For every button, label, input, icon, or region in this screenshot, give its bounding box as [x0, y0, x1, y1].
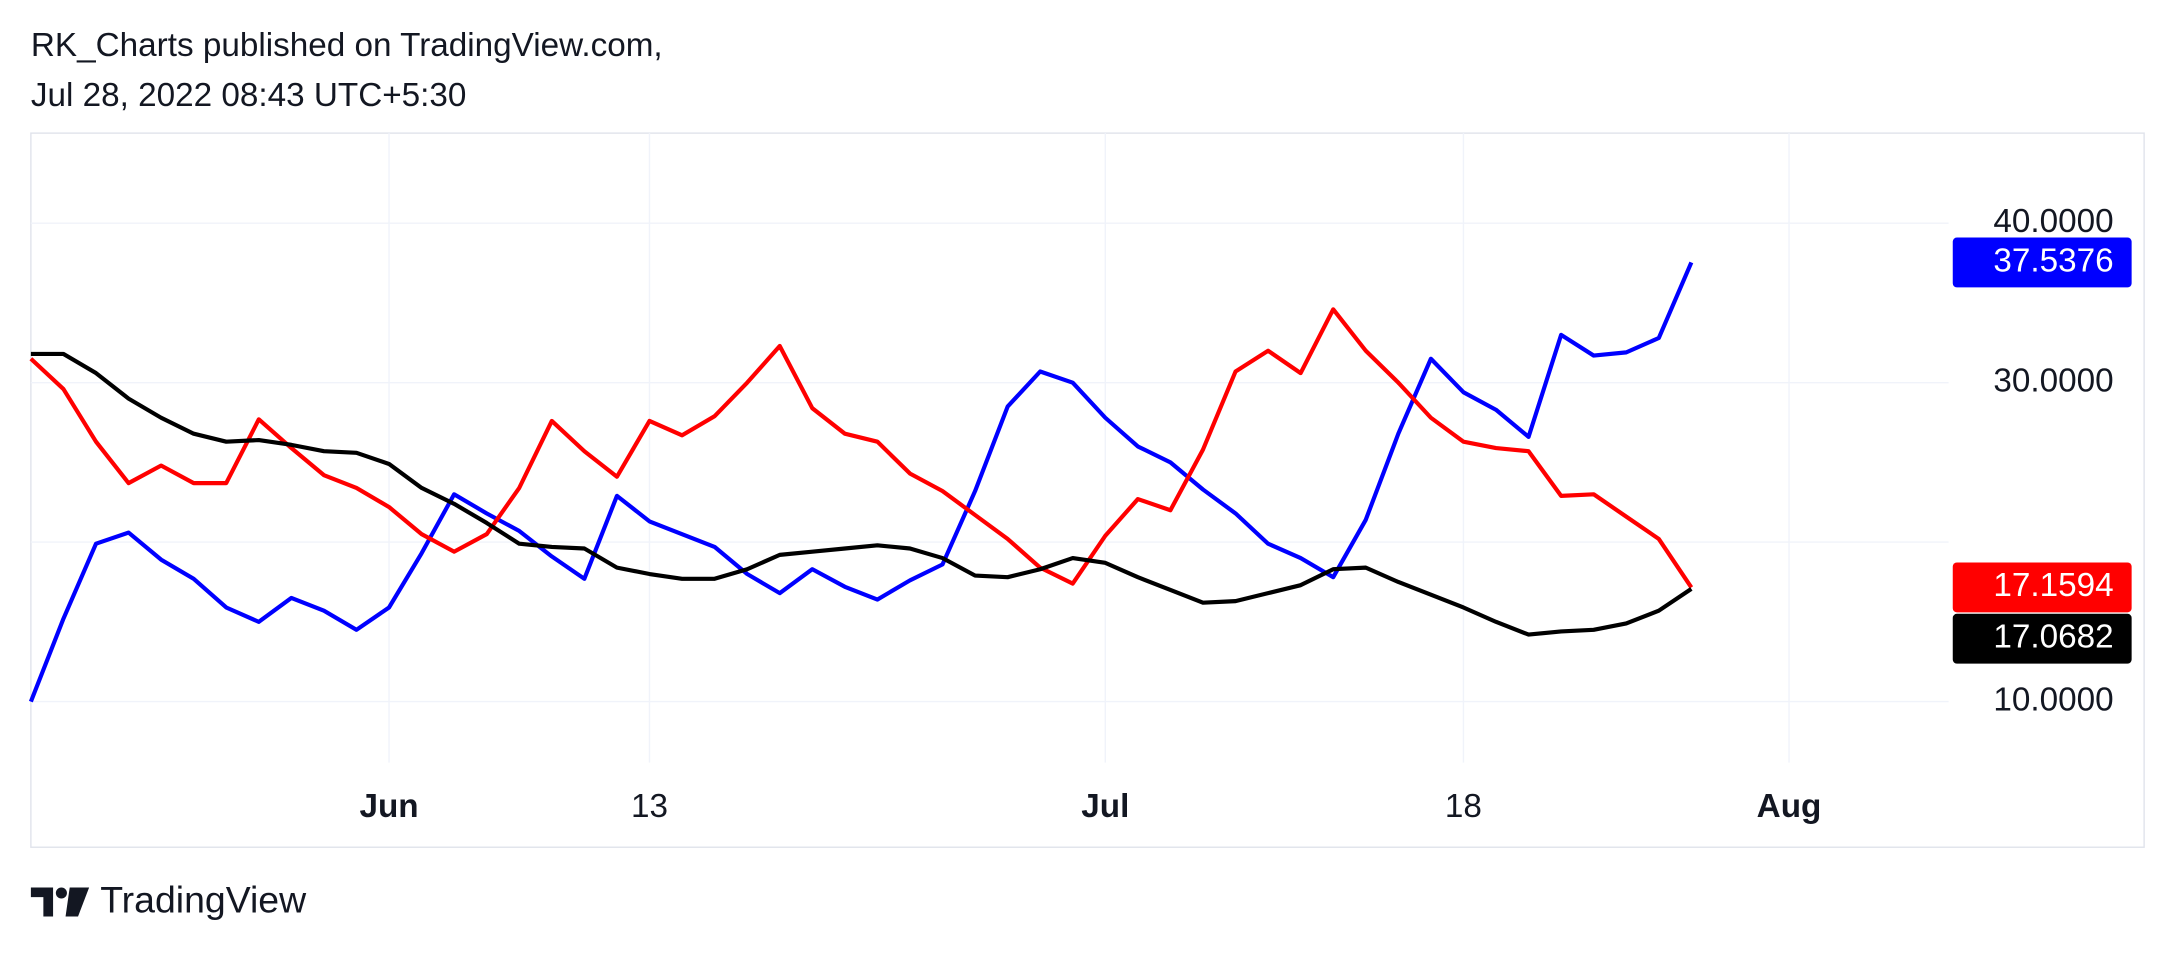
- brand: TradingView: [100, 879, 307, 921]
- price-badge: [1952, 562, 2132, 613]
- x-tick-label: Jul: [1081, 788, 1129, 825]
- y-tick-label: 30.0000: [1993, 362, 2113, 399]
- price-badge: [1952, 613, 2132, 664]
- logo-dot: [55, 887, 67, 899]
- grid: [30, 133, 1949, 763]
- series-line: [29, 307, 1694, 589]
- x-tick-label: Jun: [359, 788, 418, 825]
- price-badge: [1952, 237, 2132, 288]
- x-tick-label: Aug: [1757, 788, 1822, 825]
- publisher: RK_Charts published on TradingView.com,: [31, 27, 663, 64]
- y-tick-label: 40.0000: [1993, 203, 2113, 240]
- axes: 10.0000 30.0000 40.0000 Jun 13 Jul 18 Aug 37.537…: [359, 203, 2132, 825]
- logo-mark: [65, 887, 90, 917]
- price-label: 37.5376: [1993, 242, 2113, 279]
- pane-border: [30, 132, 2145, 848]
- series-line: [28, 261, 1694, 703]
- timestamp: Jul 28, 2022 08:43 UTC+5:30: [31, 77, 467, 114]
- price-label: 17.0682: [1993, 619, 2113, 656]
- logo-mark: [30, 887, 54, 917]
- y-tick-label: 10.0000: [1993, 681, 2113, 718]
- series-line: [30, 351, 1693, 637]
- logo: [30, 887, 90, 917]
- x-tick-label: 13: [631, 788, 668, 825]
- price-label: 17.1594: [1993, 567, 2113, 604]
- lines: [28, 261, 1694, 703]
- x-tick-label: 18: [1445, 788, 1482, 825]
